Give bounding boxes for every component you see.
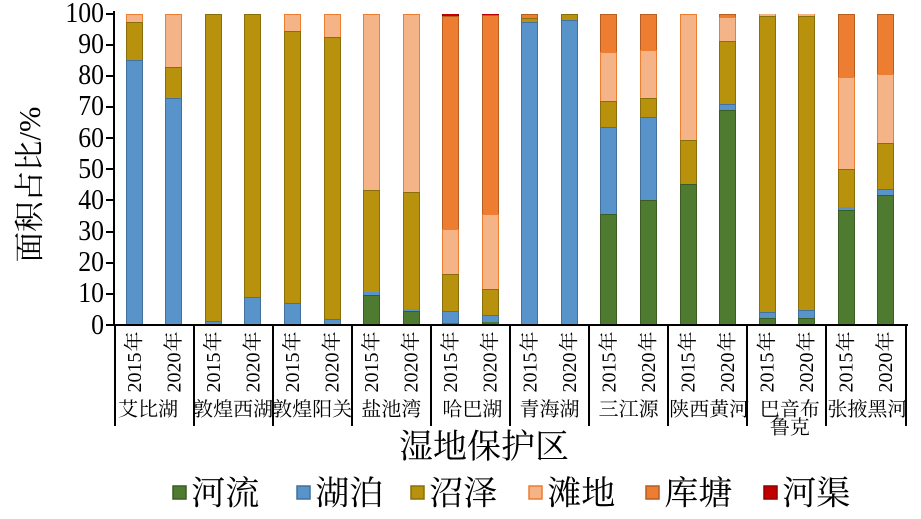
svg-text:/%: /% xyxy=(13,107,47,141)
svg-text:2020: 2020 xyxy=(638,353,660,393)
svg-text:2020: 2020 xyxy=(163,353,185,393)
svg-text:2020: 2020 xyxy=(717,353,739,393)
svg-text:2015: 2015 xyxy=(836,353,858,393)
svg-text:2020: 2020 xyxy=(796,353,818,393)
svg-text:2020: 2020 xyxy=(242,353,264,393)
svg-text:2015: 2015 xyxy=(361,353,383,393)
svg-text:2015: 2015 xyxy=(124,353,146,393)
svg-text:2015: 2015 xyxy=(203,353,225,393)
svg-text:2015: 2015 xyxy=(678,353,700,393)
svg-text:2020: 2020 xyxy=(559,353,581,393)
svg-text:2020: 2020 xyxy=(322,353,344,393)
svg-text:2015: 2015 xyxy=(519,353,541,393)
svg-text:2015: 2015 xyxy=(598,353,620,393)
svg-text:2015: 2015 xyxy=(757,353,779,393)
svg-text:2020: 2020 xyxy=(401,353,423,393)
svg-text:2020: 2020 xyxy=(875,353,897,393)
svg-text:2020: 2020 xyxy=(480,353,502,393)
svg-text:2015: 2015 xyxy=(440,353,462,393)
svg-text:2015: 2015 xyxy=(282,353,304,393)
